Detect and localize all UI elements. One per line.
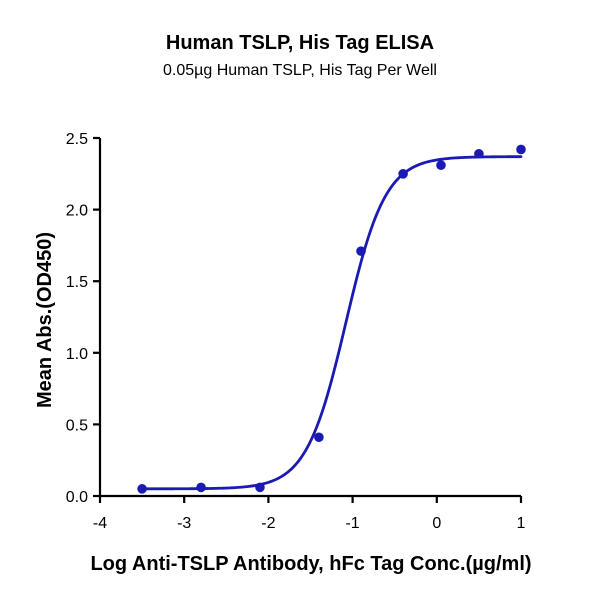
data-point — [314, 432, 324, 443]
y-tick-label: 1.5 — [66, 274, 88, 291]
y-tick-label: 1.0 — [66, 346, 88, 363]
x-axis-ticks: -4 -3 -2 -1 0 1 — [93, 496, 526, 532]
x-tick-label: -3 — [177, 515, 191, 532]
data-point — [436, 160, 446, 171]
y-axis-title: Mean Abs.(OD450) — [34, 232, 56, 408]
x-tick-label: -2 — [261, 515, 275, 532]
x-tick-label: -1 — [345, 515, 359, 532]
data-point — [196, 482, 206, 493]
chart-title: Human TSLP, His Tag ELISA — [165, 32, 435, 54]
data-points — [137, 144, 526, 494]
data-point — [398, 169, 408, 179]
chart-subtitle: 0.05µg Human TSLP, His Tag Per Well — [163, 62, 437, 79]
data-point — [516, 144, 526, 155]
x-axis-title: Log Anti-TSLP Antibody, hFc Tag Conc.(µg… — [90, 553, 531, 575]
x-tick-label: -4 — [93, 515, 107, 532]
fit-curve-line — [140, 155, 523, 491]
data-point — [137, 484, 147, 494]
data-point — [356, 246, 366, 256]
x-tick-label: 0 — [432, 515, 441, 532]
data-point — [255, 482, 265, 493]
data-point — [474, 148, 484, 159]
y-tick-label: 0.5 — [66, 417, 88, 434]
y-tick-label: 2.5 — [66, 131, 88, 148]
y-axis-ticks: 0.0 0.5 1.0 1.5 2.0 2.5 — [66, 131, 100, 506]
y-tick-label: 2.0 — [66, 203, 88, 220]
x-tick-label: 1 — [517, 515, 526, 532]
y-tick-label: 0.0 — [66, 489, 88, 506]
